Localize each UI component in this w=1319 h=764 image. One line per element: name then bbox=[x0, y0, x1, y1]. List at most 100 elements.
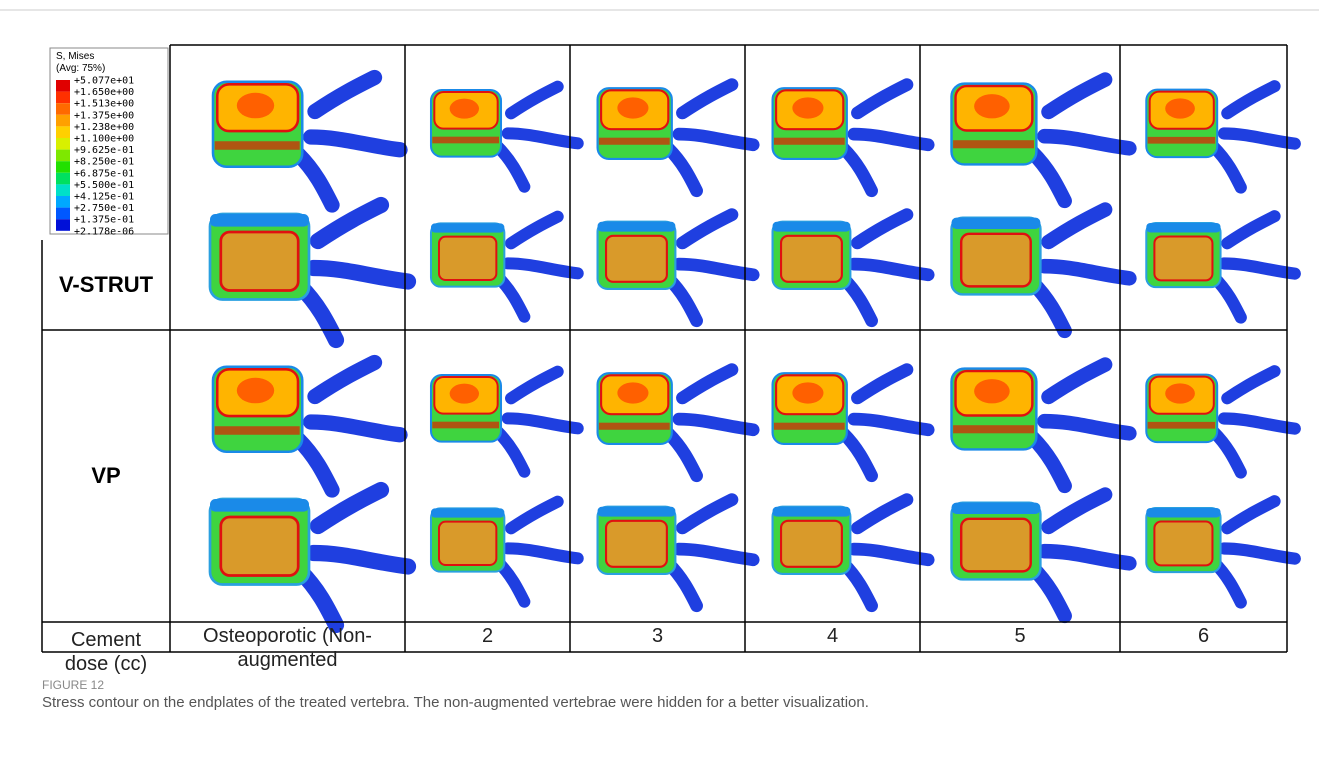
core bbox=[606, 236, 667, 282]
column-label: Osteoporotic (Non-augmented bbox=[170, 622, 405, 678]
band bbox=[598, 222, 676, 232]
vertebra bbox=[951, 495, 1129, 616]
vertebra bbox=[213, 78, 400, 206]
band bbox=[431, 508, 504, 517]
core bbox=[439, 522, 496, 565]
legend-swatch bbox=[56, 173, 70, 185]
legend-swatch bbox=[56, 138, 70, 150]
process bbox=[1032, 210, 1129, 331]
core bbox=[1154, 236, 1212, 280]
legend-swatch bbox=[56, 184, 70, 196]
column-label: 3 bbox=[570, 622, 745, 678]
process bbox=[1214, 501, 1295, 602]
lower-band bbox=[774, 423, 845, 430]
hotspot bbox=[1165, 383, 1195, 403]
process bbox=[1032, 495, 1129, 616]
figure-label: FIGURE 12 bbox=[42, 678, 104, 692]
process bbox=[498, 87, 578, 187]
dose-label: Cement dose (cc) bbox=[42, 622, 170, 682]
legend-level: +1.375e-01 bbox=[74, 215, 134, 226]
legend-level: +1.650e+00 bbox=[74, 87, 134, 98]
hotspot bbox=[974, 94, 1010, 118]
vertebra bbox=[431, 217, 578, 317]
vertebra bbox=[773, 500, 929, 606]
lower-band bbox=[1148, 137, 1216, 144]
lower-band bbox=[953, 140, 1034, 148]
process bbox=[298, 78, 400, 206]
vertebra bbox=[773, 370, 929, 476]
hotspot bbox=[617, 97, 648, 118]
vertebra bbox=[213, 363, 400, 491]
hotspot bbox=[1165, 98, 1195, 118]
vertebra bbox=[210, 490, 408, 625]
page: S, Mises (Avg: 75%) +5.077e+01+1.650e+00… bbox=[0, 0, 1319, 764]
process bbox=[498, 372, 578, 472]
column-label: 6 bbox=[1120, 622, 1287, 678]
process bbox=[843, 215, 928, 321]
lower-band bbox=[1148, 422, 1216, 429]
core bbox=[439, 237, 496, 280]
core bbox=[1154, 521, 1212, 565]
band bbox=[598, 507, 676, 517]
legend-level: +1.375e+00 bbox=[74, 110, 134, 121]
band bbox=[773, 507, 851, 517]
legend-level: +6.875e-01 bbox=[74, 168, 134, 179]
vertebra bbox=[210, 205, 408, 340]
legend-swatch bbox=[56, 219, 70, 231]
lower-band bbox=[432, 137, 499, 144]
lower-band bbox=[774, 138, 845, 145]
vertebra bbox=[1146, 501, 1295, 602]
legend-level: +9.625e-01 bbox=[74, 145, 134, 156]
vertebra bbox=[431, 502, 578, 602]
process bbox=[843, 370, 928, 476]
lower-band bbox=[215, 141, 300, 150]
band bbox=[951, 218, 1040, 229]
legend-swatch bbox=[56, 161, 70, 173]
process bbox=[668, 215, 753, 321]
lower-band bbox=[599, 138, 670, 145]
lower-band bbox=[953, 425, 1034, 433]
core bbox=[606, 521, 667, 567]
band bbox=[1146, 223, 1220, 232]
process bbox=[1032, 80, 1129, 201]
core bbox=[221, 232, 298, 291]
legend-subtitle: (Avg: 75%) bbox=[56, 63, 105, 74]
legend-swatch bbox=[56, 208, 70, 220]
vertebra bbox=[431, 87, 578, 187]
column-label: 5 bbox=[920, 622, 1120, 678]
legend-level: +4.125e-01 bbox=[74, 192, 134, 203]
legend-level: +2.750e-01 bbox=[74, 203, 134, 214]
row-label: VP bbox=[42, 330, 170, 622]
legend-swatch bbox=[56, 115, 70, 127]
process bbox=[668, 370, 753, 476]
hotspot bbox=[974, 379, 1010, 403]
vertebra bbox=[951, 80, 1129, 201]
legend-swatch bbox=[56, 103, 70, 115]
process bbox=[668, 500, 753, 606]
hotspot bbox=[617, 382, 648, 403]
process bbox=[668, 85, 753, 191]
core bbox=[221, 517, 298, 576]
legend-level: +5.077e+01 bbox=[74, 76, 134, 87]
band bbox=[210, 499, 309, 512]
legend-level: +1.513e+00 bbox=[74, 99, 134, 110]
legend-swatch bbox=[56, 126, 70, 138]
vertebra bbox=[1146, 216, 1295, 317]
vertebra bbox=[431, 372, 578, 472]
column-label: 4 bbox=[745, 622, 920, 678]
vertebra bbox=[598, 215, 754, 321]
vertebra bbox=[773, 215, 929, 321]
process bbox=[1032, 365, 1129, 486]
vertebra bbox=[773, 85, 929, 191]
legend-swatch bbox=[56, 150, 70, 162]
vertebra bbox=[1146, 86, 1295, 187]
lower-band bbox=[432, 422, 499, 429]
lower-band bbox=[599, 423, 670, 430]
process bbox=[300, 490, 408, 625]
process bbox=[1214, 86, 1295, 187]
vertebra bbox=[951, 210, 1129, 331]
hotspot bbox=[450, 99, 479, 119]
vertebra bbox=[598, 85, 754, 191]
process bbox=[1214, 216, 1295, 317]
renderings bbox=[210, 78, 1295, 626]
